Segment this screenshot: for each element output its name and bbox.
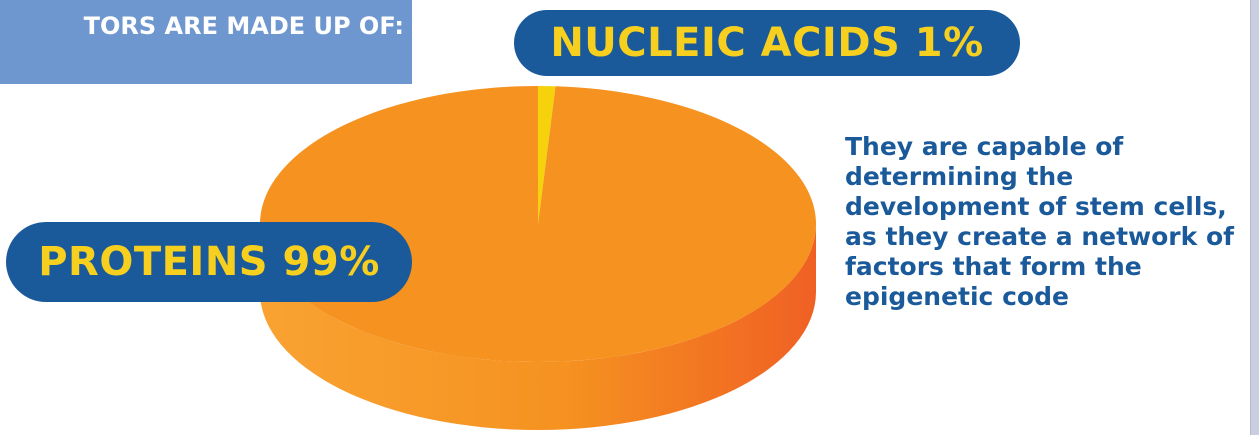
pie-slice-side-proteins	[260, 224, 816, 430]
pie-slice-nucleic-acids	[538, 86, 556, 224]
description-text: They are capable of determining the deve…	[845, 132, 1235, 311]
pie-slice-proteins	[260, 86, 817, 363]
header-title: TORS ARE MADE UP OF:	[83, 12, 404, 40]
label-nucleic-acids: NUCLEIC ACIDS 1%	[514, 10, 1020, 76]
right-edge-strip	[1250, 0, 1259, 435]
header-bar: TORS ARE MADE UP OF:	[0, 0, 412, 84]
label-proteins: PROTEINS 99%	[6, 222, 412, 302]
